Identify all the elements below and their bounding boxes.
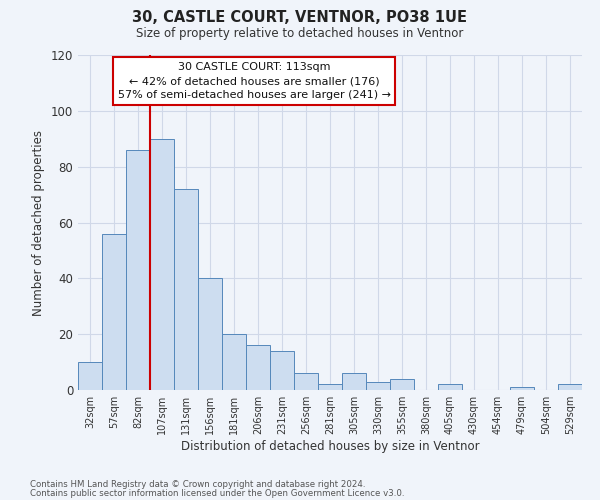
- Bar: [174, 189, 198, 390]
- Bar: [102, 234, 126, 390]
- Bar: [246, 346, 270, 390]
- Y-axis label: Number of detached properties: Number of detached properties: [32, 130, 45, 316]
- Bar: [342, 373, 366, 390]
- Bar: [126, 150, 150, 390]
- Text: Contains public sector information licensed under the Open Government Licence v3: Contains public sector information licen…: [30, 488, 404, 498]
- Bar: [78, 362, 102, 390]
- Bar: [390, 379, 414, 390]
- Bar: [198, 278, 222, 390]
- Text: Contains HM Land Registry data © Crown copyright and database right 2024.: Contains HM Land Registry data © Crown c…: [30, 480, 365, 489]
- X-axis label: Distribution of detached houses by size in Ventnor: Distribution of detached houses by size …: [181, 440, 479, 453]
- Bar: [270, 351, 294, 390]
- Bar: [318, 384, 342, 390]
- Bar: [294, 373, 318, 390]
- Text: Size of property relative to detached houses in Ventnor: Size of property relative to detached ho…: [136, 28, 464, 40]
- Bar: [222, 334, 246, 390]
- Text: 30, CASTLE COURT, VENTNOR, PO38 1UE: 30, CASTLE COURT, VENTNOR, PO38 1UE: [133, 10, 467, 25]
- Bar: [150, 138, 174, 390]
- Bar: [510, 387, 534, 390]
- Text: 30 CASTLE COURT: 113sqm
← 42% of detached houses are smaller (176)
57% of semi-d: 30 CASTLE COURT: 113sqm ← 42% of detache…: [118, 62, 391, 100]
- Bar: [366, 382, 390, 390]
- Bar: [438, 384, 462, 390]
- Bar: [558, 384, 582, 390]
